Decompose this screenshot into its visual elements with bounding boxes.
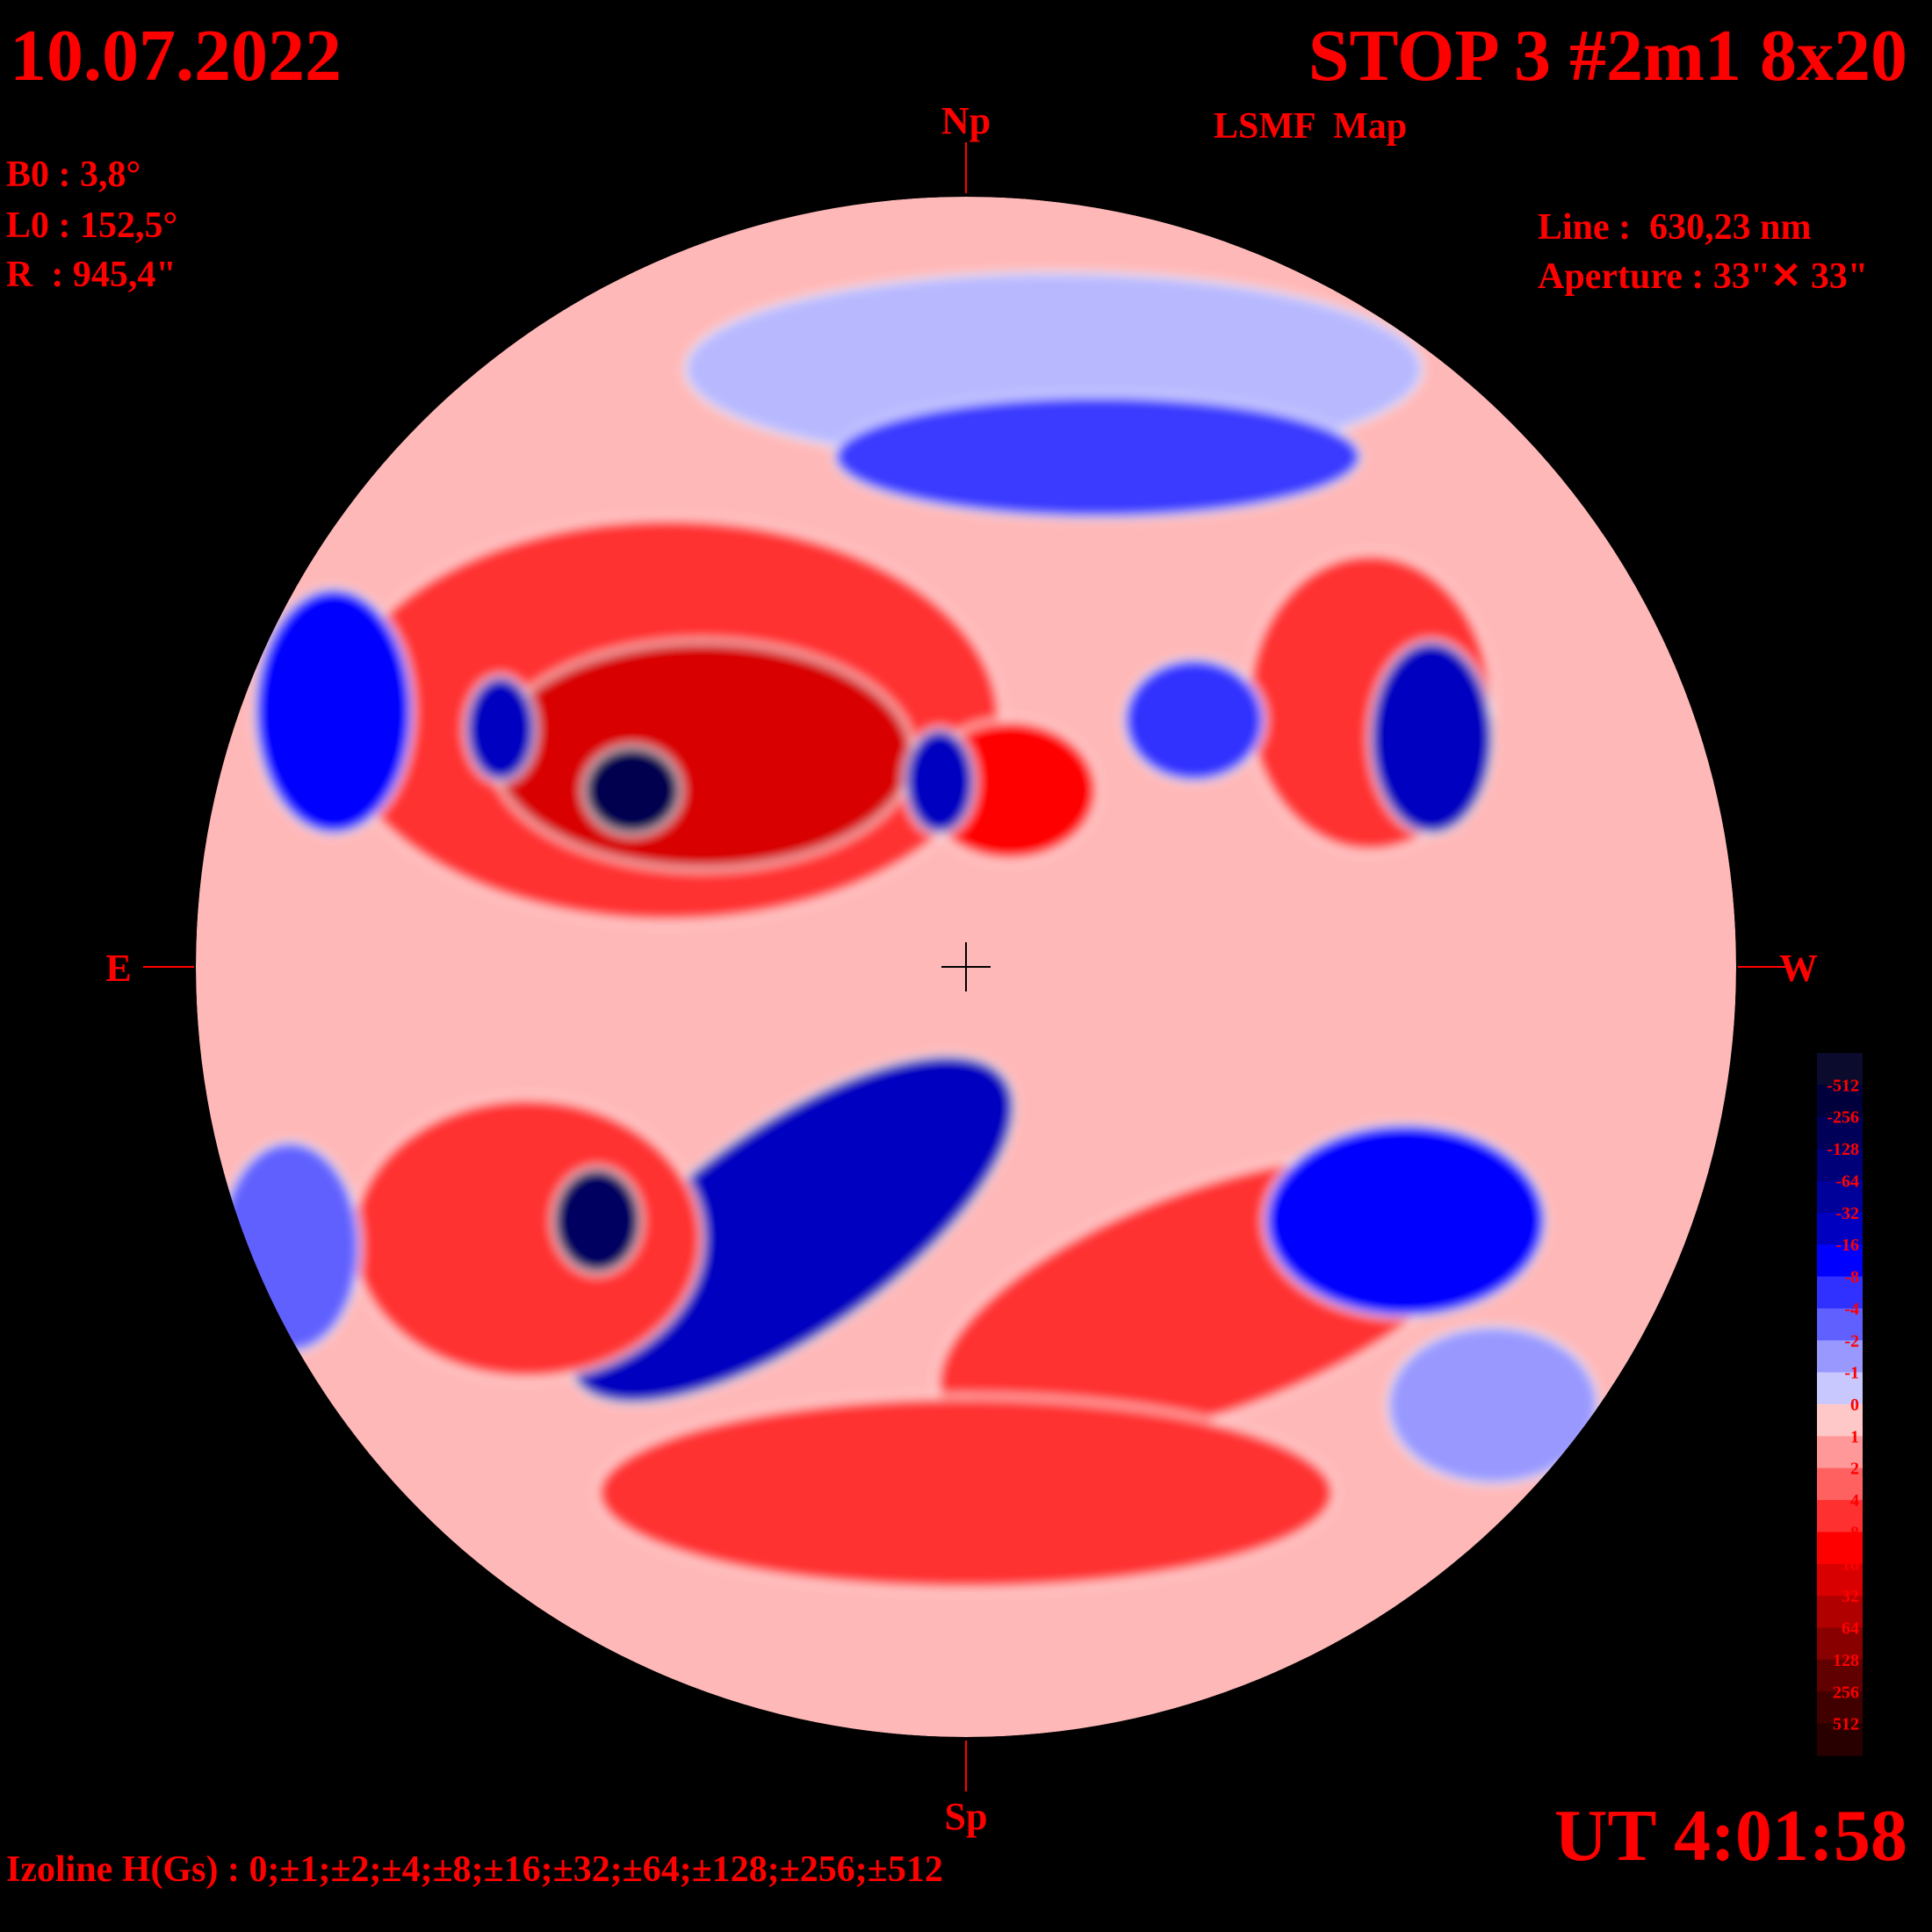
colorbar-label: 64 [1842,1619,1859,1639]
colorbar-band [1817,1149,1863,1181]
colorbar-band [1817,1659,1863,1692]
colorbar-band [1817,1085,1863,1118]
colorbar-band [1817,1467,1863,1501]
colorbar-label: 0 [1850,1395,1859,1415]
colorbar-label: 8 [1850,1523,1859,1542]
colorbar-label: -128 [1827,1140,1859,1159]
b0: B0 : 3,8° [6,155,141,195]
radius: R : 945,4" [6,255,177,295]
time: UT 4:01:58 [1554,1795,1907,1877]
colorbar-band [1817,1308,1863,1341]
colorbar-band [1817,1212,1863,1245]
south-label: Sp [945,1795,988,1838]
line: Line : 630,23 nm [1538,207,1812,248]
colorbar-band [1817,1563,1863,1597]
colorbar-band [1817,1532,1863,1565]
colorbar-label: 16 [1842,1555,1859,1575]
colorbar-band [1817,1372,1863,1405]
colorbar-band [1817,1627,1863,1661]
colorbar-band [1817,1723,1863,1756]
colorbar-label: 512 [1833,1715,1859,1734]
colorbar-label: -64 [1835,1171,1859,1191]
colorbar-label: -8 [1844,1268,1859,1287]
colorbar-band [1817,1436,1863,1469]
colorbar-band [1817,1116,1863,1150]
date: 10.07.2022 [10,15,342,97]
colorbar-band [1817,1180,1863,1214]
colorbar-band [1817,1340,1863,1373]
colorbar: -512 -256 -128 -64 -32 -16 -8 -4 -2 -1 0 1 2 4 8 16 32 64… [1817,1053,1863,1756]
colorbar-label: 2 [1850,1460,1859,1479]
colorbar-label: -16 [1835,1236,1859,1255]
aperture: Aperture : 33"✕ 33" [1538,256,1868,297]
colorbar-label: -4 [1844,1300,1859,1319]
colorbar-band [1817,1053,1863,1085]
colorbar-label: 4 [1850,1491,1859,1510]
colorbar-label: -1 [1844,1364,1859,1383]
colorbar-band [1817,1500,1863,1532]
colorbar-band [1817,1596,1863,1629]
colorbar-label: -256 [1827,1108,1859,1128]
east-label: E [105,947,131,990]
colorbar-band [1817,1244,1863,1278]
colorbar-label: 1 [1850,1427,1859,1446]
colorbar-band [1817,1404,1863,1437]
north-label: Np [941,99,991,142]
colorbar-label: -512 [1827,1076,1859,1095]
l0: L0 : 152,5° [6,205,177,246]
colorbar-label: 128 [1833,1651,1859,1670]
colorbar-label: 32 [1842,1587,1859,1606]
title: STOP 3 #2m1 8x20 [1308,15,1907,97]
subtitle: LSMF Map [1214,106,1407,147]
colorbar-band [1817,1276,1863,1309]
izolines: Izoline H(Gs) : 0;±1;±2;±4;±8;±16;±32;±6… [6,1849,943,1890]
colorbar-band [1817,1691,1863,1725]
colorbar-label: 256 [1833,1683,1859,1702]
west-label: W [1779,947,1818,990]
colorbar-label: -2 [1844,1331,1859,1351]
colorbar-label: -32 [1835,1204,1859,1223]
